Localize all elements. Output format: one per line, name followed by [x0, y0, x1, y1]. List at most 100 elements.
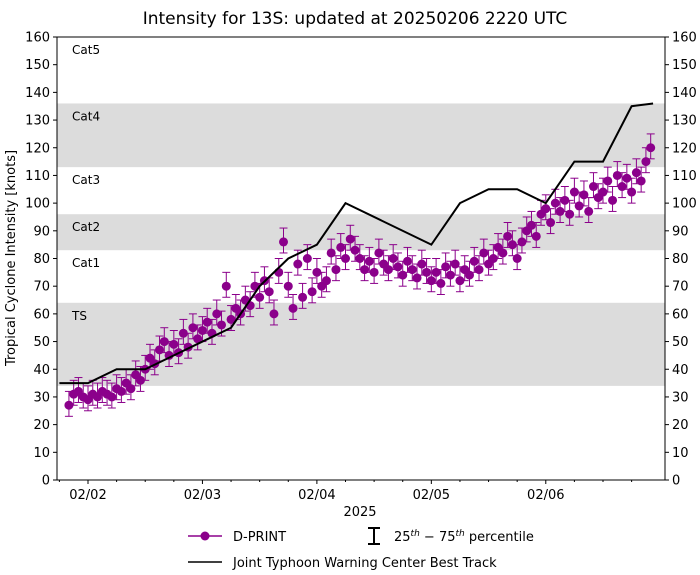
dprint-point: [488, 254, 498, 263]
dprint-point: [555, 206, 565, 216]
dprint-point: [221, 281, 231, 291]
y-tick-label-left: 100: [25, 197, 50, 212]
y-tick-label-right: 140: [672, 86, 697, 101]
y-tick-label-right: 90: [672, 224, 689, 239]
dprint-point: [436, 278, 446, 288]
dprint-point: [503, 231, 513, 241]
dprint-point: [193, 334, 203, 344]
dprint-point: [588, 182, 598, 192]
dprint-point: [636, 176, 646, 186]
dprint-point: [64, 400, 74, 410]
dprint-point: [178, 328, 188, 338]
dprint-point: [398, 270, 408, 280]
y-tick-label-right: 70: [672, 280, 689, 295]
dprint-point: [431, 267, 441, 277]
category-band-cat4: [57, 103, 665, 168]
dprint-point: [445, 270, 455, 280]
dprint-point: [641, 157, 651, 167]
dprint-point: [407, 265, 417, 275]
dprint-point: [550, 198, 560, 208]
dprint-point: [269, 309, 279, 319]
y-tick-label-left: 160: [25, 31, 50, 46]
y-axis-label: Tropical Cyclone Intensity [knots]: [4, 150, 19, 367]
dprint-point: [321, 276, 331, 286]
category-label-cat3: Cat3: [72, 173, 100, 187]
category-label-cat4: Cat4: [72, 109, 100, 123]
dprint-point: [355, 254, 365, 263]
y-tick-label-right: 60: [672, 307, 689, 322]
dprint-point: [307, 287, 317, 297]
category-label-cat1: Cat1: [72, 256, 100, 270]
y-tick-label-right: 150: [672, 58, 697, 73]
dprint-point: [388, 254, 398, 263]
dprint-point: [517, 237, 527, 247]
x-tick-label: 02/03: [184, 488, 221, 503]
dprint-point: [617, 182, 627, 192]
dprint-point: [422, 267, 432, 277]
y-tick-label-left: 20: [33, 418, 50, 433]
y-tick-label-left: 60: [33, 307, 50, 322]
dprint-point: [512, 254, 522, 263]
dprint-point: [169, 339, 179, 349]
legend-dprint-marker: [200, 531, 210, 541]
y-tick-label-right: 40: [672, 363, 689, 378]
y-tick-label-right: 10: [672, 446, 689, 461]
dprint-point: [302, 254, 312, 263]
legend-dprint-label: D-PRINT: [233, 530, 286, 545]
dprint-point: [627, 187, 637, 197]
y-tick-label-right: 120: [672, 141, 697, 156]
dprint-point: [612, 170, 622, 180]
y-tick-label-left: 150: [25, 58, 50, 73]
x-axis-label: 2025: [343, 505, 376, 520]
dprint-point: [598, 187, 608, 197]
y-tick-label-right: 30: [672, 390, 689, 405]
category-label-ts: TS: [71, 309, 87, 323]
dprint-point: [541, 204, 551, 214]
dprint-point: [274, 267, 284, 277]
dprint-point: [546, 218, 556, 228]
y-tick-label-left: 110: [25, 169, 50, 184]
dprint-point: [212, 309, 222, 319]
y-tick-label-left: 80: [33, 252, 50, 267]
dprint-point: [526, 220, 536, 230]
dprint-point: [646, 143, 656, 153]
y-tick-label-left: 50: [33, 335, 50, 350]
dprint-point: [279, 237, 289, 247]
dprint-point: [350, 245, 360, 255]
x-tick-label: 02/05: [413, 488, 450, 503]
dprint-point: [197, 325, 207, 335]
dprint-point: [450, 259, 460, 269]
best-track-series: [59, 102, 654, 385]
y-tick-label-right: 80: [672, 252, 689, 267]
dprint-point: [507, 240, 517, 250]
y-tick-label-left: 90: [33, 224, 50, 239]
dprint-point: [417, 259, 427, 269]
dprint-point: [579, 190, 589, 200]
dprint-point: [426, 276, 436, 286]
best-track-line: [59, 102, 654, 385]
dprint-point: [574, 201, 584, 211]
y-tick-label-right: 100: [672, 197, 697, 212]
legend: D-PRINT 25th − 75th percentile Joint Typ…: [188, 527, 534, 571]
y-tick-label-left: 130: [25, 114, 50, 129]
dprint-point: [402, 256, 412, 266]
dprint-point: [474, 265, 484, 275]
dprint-point: [107, 392, 117, 402]
dprint-point: [631, 168, 641, 178]
y-tick-label-right: 130: [672, 114, 697, 129]
dprint-point: [412, 273, 422, 283]
category-label-cat5: Cat5: [72, 43, 100, 57]
dprint-series: [64, 133, 656, 417]
dprint-point: [298, 292, 308, 302]
dprint-point: [603, 176, 613, 186]
dprint-point: [326, 248, 336, 258]
x-axis: 02/02 02/03 02/04 02/05 02/06: [58, 480, 633, 503]
y-tick-label-left: 30: [33, 390, 50, 405]
category-label-cat2: Cat2: [72, 220, 100, 234]
dprint-point: [255, 292, 265, 302]
y-tick-label-left: 0: [42, 474, 50, 489]
y-tick-label-left: 70: [33, 280, 50, 295]
dprint-point: [531, 231, 541, 241]
dprint-point: [288, 303, 298, 313]
